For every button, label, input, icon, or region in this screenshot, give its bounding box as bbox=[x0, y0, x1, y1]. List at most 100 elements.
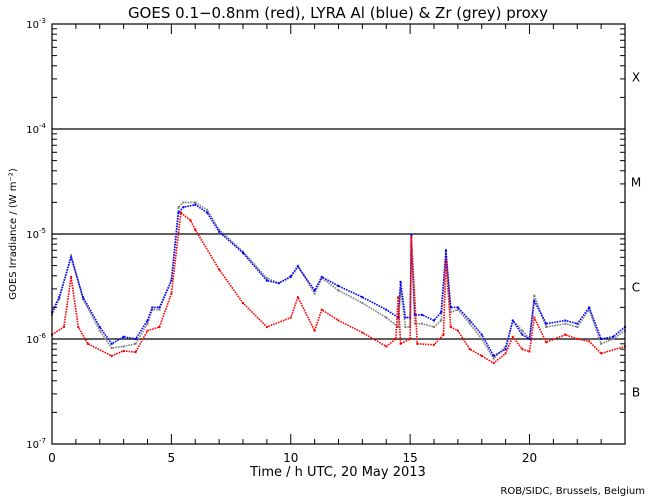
flare-class-label: M bbox=[631, 176, 641, 190]
x-tick-label: 20 bbox=[522, 451, 537, 465]
data-point bbox=[77, 326, 80, 329]
series-lyra-zr-proxy bbox=[51, 201, 626, 360]
data-point bbox=[468, 348, 471, 351]
data-point bbox=[444, 259, 447, 262]
data-point bbox=[110, 354, 113, 357]
data-point bbox=[480, 354, 483, 357]
data-point bbox=[70, 275, 73, 278]
data-point bbox=[416, 342, 419, 345]
data-point bbox=[218, 268, 221, 271]
data-point bbox=[289, 275, 292, 278]
data-point bbox=[468, 319, 471, 322]
data-point bbox=[440, 319, 443, 322]
data-point bbox=[588, 308, 591, 311]
data-point bbox=[480, 333, 483, 336]
data-point bbox=[433, 326, 435, 329]
x-tick-label: 5 bbox=[168, 451, 176, 465]
y-tick-label: 10-4 bbox=[26, 122, 46, 136]
data-point bbox=[449, 311, 452, 314]
data-point bbox=[385, 345, 388, 348]
data-point bbox=[449, 326, 452, 329]
data-point bbox=[413, 313, 416, 316]
data-point bbox=[545, 322, 548, 325]
chart-title: GOES 0.1−0.8nm (red), LYRA Al (blue) & Z… bbox=[128, 4, 548, 22]
series-lyra-al-proxy bbox=[51, 203, 626, 357]
data-point bbox=[521, 329, 524, 332]
data-point bbox=[394, 338, 397, 340]
data-point bbox=[277, 282, 280, 285]
flare-class-label: C bbox=[632, 281, 640, 295]
y-tick-label: 10-6 bbox=[26, 332, 46, 346]
data-point bbox=[122, 335, 125, 338]
data-point bbox=[134, 338, 137, 340]
flare-class-label: X bbox=[632, 71, 640, 85]
data-point bbox=[576, 322, 579, 325]
data-point bbox=[511, 335, 514, 338]
data-point bbox=[110, 347, 113, 350]
data-point bbox=[82, 298, 85, 301]
data-point bbox=[492, 357, 495, 360]
data-point bbox=[58, 296, 61, 299]
data-point bbox=[177, 211, 180, 214]
data-point bbox=[444, 249, 447, 252]
y-axis-label: GOES Irradiance / (W m⁻²) bbox=[8, 168, 19, 300]
data-point bbox=[564, 319, 567, 322]
data-point bbox=[521, 348, 524, 351]
data-point bbox=[564, 333, 567, 336]
data-point bbox=[206, 208, 209, 211]
data-point bbox=[296, 296, 299, 299]
data-point bbox=[158, 308, 161, 311]
data-point bbox=[182, 206, 185, 209]
data-point bbox=[433, 343, 435, 346]
data-point bbox=[242, 250, 244, 253]
data-point bbox=[320, 308, 323, 311]
data-point bbox=[404, 326, 407, 329]
data-point bbox=[385, 316, 388, 319]
data-point bbox=[146, 329, 149, 332]
data-point bbox=[600, 338, 603, 340]
data-point bbox=[410, 236, 413, 239]
y-tick-label: 10-7 bbox=[26, 437, 46, 451]
data-point bbox=[337, 289, 340, 292]
data-point bbox=[296, 265, 299, 268]
data-point bbox=[504, 352, 507, 355]
data-point bbox=[158, 326, 161, 329]
data-point bbox=[528, 338, 531, 340]
data-point bbox=[98, 326, 101, 329]
data-point bbox=[397, 296, 400, 299]
data-point bbox=[361, 331, 364, 334]
data-point bbox=[177, 206, 180, 209]
y-tick-label: 10-5 bbox=[26, 227, 46, 241]
data-point bbox=[421, 313, 424, 316]
data-point bbox=[576, 326, 579, 329]
data-point bbox=[218, 228, 221, 231]
data-point bbox=[480, 338, 483, 340]
data-point bbox=[492, 354, 495, 357]
data-point bbox=[265, 277, 268, 280]
data-point bbox=[86, 342, 89, 345]
data-point bbox=[612, 335, 615, 338]
data-point bbox=[58, 298, 61, 301]
data-point bbox=[399, 342, 402, 345]
data-point bbox=[134, 351, 137, 354]
data-point bbox=[612, 338, 615, 340]
data-point bbox=[194, 201, 197, 204]
data-point bbox=[122, 345, 125, 348]
data-point bbox=[361, 296, 364, 299]
data-point bbox=[337, 284, 340, 287]
data-point bbox=[189, 219, 192, 222]
data-point bbox=[265, 279, 268, 282]
data-point bbox=[456, 329, 459, 332]
data-point bbox=[564, 322, 567, 325]
data-point bbox=[511, 319, 514, 322]
data-point bbox=[468, 322, 471, 325]
data-point bbox=[206, 211, 209, 214]
data-point bbox=[397, 316, 400, 319]
data-point bbox=[170, 279, 173, 282]
data-point bbox=[456, 308, 459, 311]
x-tick-label: 15 bbox=[402, 451, 417, 465]
data-point bbox=[313, 292, 316, 295]
data-point bbox=[413, 322, 416, 325]
data-point bbox=[533, 300, 536, 303]
